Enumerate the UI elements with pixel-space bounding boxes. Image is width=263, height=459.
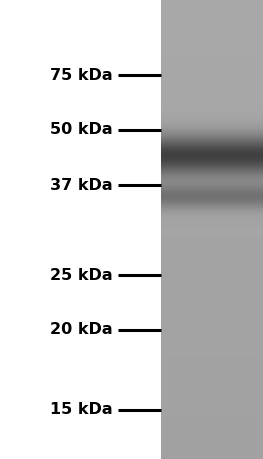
Text: 50 kDa: 50 kDa [50, 123, 113, 138]
Text: 37 kDa: 37 kDa [50, 178, 113, 192]
Text: 25 kDa: 25 kDa [50, 268, 113, 282]
Text: 75 kDa: 75 kDa [50, 67, 113, 83]
Text: 15 kDa: 15 kDa [50, 403, 113, 418]
Text: 20 kDa: 20 kDa [50, 323, 113, 337]
